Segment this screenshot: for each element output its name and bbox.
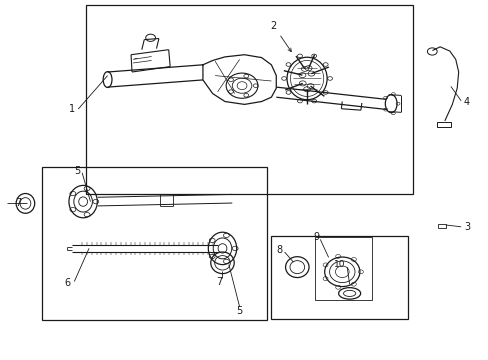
Text: 2: 2: [270, 21, 291, 51]
Bar: [315, 237, 371, 300]
Text: 10: 10: [333, 260, 345, 269]
Text: 3: 3: [463, 222, 469, 232]
Text: 5: 5: [74, 166, 80, 176]
Bar: [41, 167, 266, 320]
Text: 7: 7: [16, 198, 21, 208]
Text: 8: 8: [276, 245, 282, 255]
Bar: [271, 236, 407, 319]
Text: 1: 1: [69, 104, 75, 114]
Text: 9: 9: [313, 232, 319, 242]
Text: 6: 6: [64, 278, 70, 288]
Text: 4: 4: [463, 96, 469, 107]
Bar: [437, 224, 445, 228]
Bar: [85, 5, 412, 194]
Text: 7: 7: [216, 276, 222, 287]
Text: 5: 5: [236, 306, 242, 316]
